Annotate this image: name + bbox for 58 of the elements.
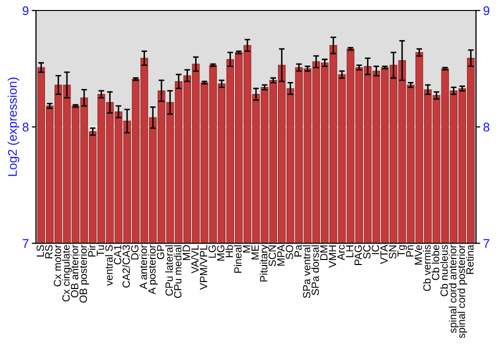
x-tick-label: GP [156, 245, 164, 260]
x-tick-label: A anterior [139, 244, 148, 290]
x-tick-label: Pituitary [260, 244, 270, 282]
x-tick-label: SN [388, 245, 396, 259]
y2-tick-label: 7 [484, 239, 490, 248]
x-tick-label: MPA [277, 244, 284, 266]
y2-tick-label: 8 [483, 122, 490, 132]
x-tick-label: LH [346, 245, 354, 258]
x-tick-label: CPu lateral [165, 245, 173, 296]
x-tick-label: RS [45, 245, 53, 258]
x-tick-label: SO [286, 245, 294, 260]
x-tick-label: OB anterior [70, 244, 78, 298]
x-tick-label: Hb [225, 245, 234, 258]
x-tick-label: VA/VL [190, 244, 199, 274]
x-tick-label: Cx cingulate [62, 245, 72, 302]
y-tick-label: 9 [22, 6, 28, 16]
x-tick-label: Pn [406, 245, 414, 257]
x-tick-label: MVe [414, 245, 422, 265]
x-tick-label: Retina [466, 244, 474, 274]
x-tick-label: IC [372, 245, 380, 254]
x-tick-label: SCN [268, 245, 276, 266]
x-tick-label: CPu medial [174, 245, 182, 298]
x-tick-label: Tu [96, 245, 104, 256]
y-tick-label: 8 [22, 122, 29, 132]
x-tick-label: Cb lobe [432, 245, 440, 280]
x-tick-label: Cb nucleus [440, 245, 448, 296]
x-tick-label: VPM/VPL [200, 244, 208, 290]
x-tick-label: CA1 [114, 245, 122, 264]
y2-tick-label: 9 [484, 6, 490, 16]
x-tick-label: Cx motor [54, 244, 62, 286]
y-tick-label: 7 [22, 239, 28, 248]
x-tick-label: spinal cord anterior [448, 244, 459, 333]
x-tick-label: Cb vermis [423, 245, 431, 291]
x-tick-label: Tg [398, 245, 407, 257]
x-tick-label: CA2/CA3 [122, 245, 130, 288]
x-tick-label: LS [36, 245, 44, 257]
x-tick-label: M [242, 245, 250, 252]
x-tick-label: PAG [354, 245, 362, 266]
x-tick-label: DM [320, 245, 328, 260]
x-tick-label: Pineal [234, 245, 242, 273]
x-tick-label: Pa [294, 244, 302, 257]
y-axis-title: Log2 (expression) [8, 78, 20, 176]
x-tick-label: VTA [380, 244, 388, 264]
x-tick-label: DG [131, 245, 138, 260]
x-tick-label: A posterior [148, 244, 158, 294]
x-tick-label: ME [252, 245, 259, 260]
x-tick-label: Arc [337, 244, 345, 260]
x-tick-label: SPa ventral [302, 245, 310, 298]
x-tick-label: OB posterior [79, 244, 89, 303]
x-tick-label: ventral S [105, 245, 113, 286]
x-tick-label: MG [217, 245, 224, 261]
x-tick-label: spinal cord posterior [457, 244, 468, 338]
x-tick-label: Pir [88, 244, 96, 257]
x-tick-label: MD [182, 245, 190, 260]
x-tick-label: LG [208, 245, 216, 258]
x-tick-label: SPa dorsal [311, 245, 319, 296]
x-tick-label: SC [363, 245, 371, 259]
x-tick-label: VMH [328, 245, 336, 268]
